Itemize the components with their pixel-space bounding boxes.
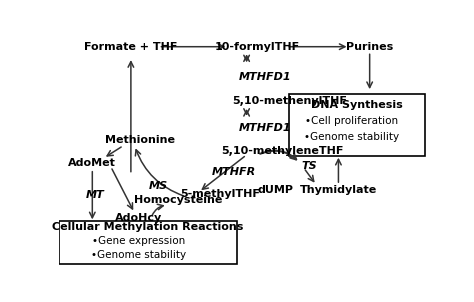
Text: 5,10-methenylTHF: 5,10-methenylTHF: [232, 96, 347, 106]
Text: AdoHcy: AdoHcy: [115, 213, 162, 223]
Text: AdoMet: AdoMet: [68, 158, 116, 168]
FancyBboxPatch shape: [59, 221, 237, 264]
Text: dUMP: dUMP: [258, 185, 294, 195]
Text: DNA Synthesis: DNA Synthesis: [311, 100, 403, 110]
Text: Homocysteine: Homocysteine: [135, 195, 223, 205]
Text: 5-methylTHF: 5-methylTHF: [181, 189, 260, 199]
Text: TS: TS: [301, 161, 317, 171]
Text: MTHFD1: MTHFD1: [239, 123, 292, 133]
Text: •Cell proliferation: •Cell proliferation: [305, 116, 399, 126]
Text: MS: MS: [148, 181, 168, 191]
Text: Purines: Purines: [346, 42, 393, 52]
Text: MTHFD1: MTHFD1: [239, 72, 292, 82]
Text: 10-formylTHF: 10-formylTHF: [215, 42, 300, 52]
Text: 5,10-methyleneTHF: 5,10-methyleneTHF: [221, 146, 343, 156]
Text: Cellular Methylation Reactions: Cellular Methylation Reactions: [52, 222, 243, 232]
Text: •Genome stability: •Genome stability: [91, 250, 186, 260]
Text: MTHFR: MTHFR: [212, 167, 256, 177]
FancyBboxPatch shape: [289, 94, 425, 156]
Text: Formate + THF: Formate + THF: [84, 42, 178, 52]
Text: Methionine: Methionine: [105, 135, 175, 145]
Text: •Gene expression: •Gene expression: [91, 236, 185, 246]
Text: MT: MT: [86, 190, 104, 200]
Text: •Genome stability: •Genome stability: [304, 132, 400, 143]
Text: Thymidylate: Thymidylate: [300, 185, 377, 195]
